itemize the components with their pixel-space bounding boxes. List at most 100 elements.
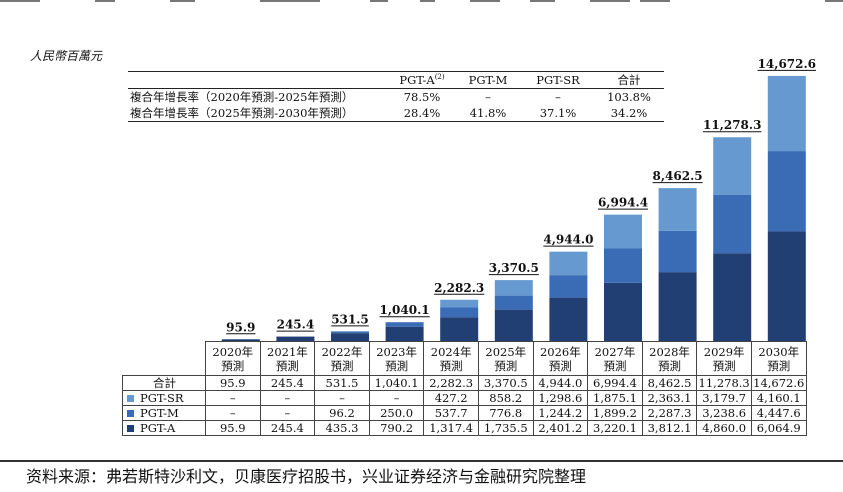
source-note: 资料来源：弗若斯特沙利文，贝康医疗招股书，兴业证券经济与金融研究院整理 [0,460,843,491]
year-header: 2020年 預測 [205,341,261,376]
bar-segment-pgt-sr [549,251,588,276]
table-row: PGT-M – –96.2 250.0 537.7 776.8 1,244.2 1,899.2… [122,405,807,421]
table-cell: 6,064.9 [750,420,807,436]
table-cell: 1,317.4 [423,420,479,436]
top-rule [0,0,843,5]
bar-segment-pgt-sr [440,299,479,308]
total-label: 8,462.5 [653,169,703,183]
table-cell: 2,282.3 [423,375,479,391]
table-cell: 790.2 [368,420,425,436]
cagr-value: 34.2% [610,106,648,120]
row-label-text: 合計 [153,376,176,390]
table-cell: – [368,390,425,406]
total-label: 95.9 [226,320,255,334]
cagr-value: 78.5% [403,90,441,104]
year-header-line: 2020年 [212,344,254,359]
year-header-line: 預測 [385,358,409,373]
year-header-line: 預測 [221,358,245,373]
table-cell: – [259,405,316,421]
year-header-line: 預測 [767,358,791,373]
table-cell: 3,238.6 [696,405,752,421]
row-label-text: PGT-SR [140,391,184,405]
footnote-mark: (2) [434,73,445,82]
legend-swatch [127,410,134,417]
cagr-value: 37.1% [539,106,577,120]
year-header-line: 預測 [712,358,736,373]
legend-swatch [127,395,134,402]
table-cell: 1,899.2 [587,405,643,421]
year-header-line: 2029年 [703,344,745,359]
year-header: 2023年 預測 [368,341,425,376]
table-cell: 1,298.6 [532,390,589,406]
table-cell: 4,944.0 [532,375,589,391]
bar-segment-pgt-a [767,231,806,341]
bar-segment-pgt-sr [767,75,806,152]
bar-segment-pgt-m [549,275,588,298]
bar-segment-pgt-a [494,309,533,341]
cagr-value: 103.8% [607,90,651,104]
table-cell: 245.4 [259,375,316,391]
table-cell: 3,179.7 [696,390,752,406]
bar-segment-pgt-m [713,194,752,254]
table-cell: – [314,390,370,406]
table-cell: 531.5 [314,375,370,391]
row-label: PGT-M [122,405,206,421]
total-label: 4,944.0 [543,233,593,247]
cagr-header-total: 合計 [617,73,641,87]
year-header-line: 2030年 [758,344,800,359]
year-header-row: 2020年 預測 2021年 預測 2022年 預測 2023年 預測 2024年 預測 2025年… [122,341,807,376]
year-header-line: 2024年 [430,344,472,359]
table-cell: 245.4 [259,420,316,436]
bar-segment-pgt-sr [494,280,533,296]
stacked-bar-chart: 95.9 245.4 531.5 1,040.1 2,282.3 3,370.5 4,944… [221,57,817,341]
year-header: 2021年 預測 [259,341,316,376]
total-label: 245.4 [277,318,315,332]
table-row: PGT-SR – – – –427.2 858.2 1,298.6 1,875.1 2,363.… [122,390,807,406]
total-label: 6,994.4 [598,196,648,210]
table-cell: – [259,390,316,406]
year-header: 2030年 預測 [750,341,807,376]
year-header-line: 2025年 [485,344,527,359]
bar-segment-pgt-a [440,317,479,341]
blank-cell [122,341,206,376]
table-cell: 1,244.2 [532,405,589,421]
year-header-line: 2026年 [539,344,581,359]
table-cell: 2,363.1 [641,390,698,406]
row-label: 合計 [122,375,206,391]
table-cell: 95.9 [205,375,261,391]
table-cell: 8,462.5 [641,375,698,391]
total-label: 1,040.1 [380,303,430,317]
table-cell: 2,401.2 [532,420,589,436]
total-label: 11,278.3 [703,118,761,132]
row-label-text: PGT-A [140,421,176,435]
table-cell: 2,287.3 [641,405,698,421]
year-header-line: 2028年 [649,344,690,359]
year-header: 2028年 預測 [641,341,698,376]
cagr-header-pgt-m: PGT-M [468,73,508,87]
table-cell: 6,994.4 [587,375,643,391]
table-cell: 4,160.1 [750,390,807,406]
bar-segment-pgt-a [549,297,588,341]
year-header: 2025年 預測 [477,341,534,376]
cagr-header-row: PGT-A(2) PGT-M PGT-SR 合計 [128,71,664,89]
legend-swatch [127,425,134,432]
year-header: 2029年 預測 [696,341,752,376]
cagr-row-label: 複合年增長率（2020年預測-2025年預測） [130,90,354,104]
bar-segment-pgt-m [385,322,424,327]
table-cell: 14,672.6 [750,375,807,391]
year-header-line: 預測 [658,358,682,373]
table-cell: 3,812.1 [641,420,698,436]
cagr-value: 41.8% [469,106,507,120]
table-cell: 858.2 [477,390,534,406]
table-cell: 3,220.1 [587,420,643,436]
table-cell: 95.9 [205,420,261,436]
table-row: PGT-A 95.9 245.4 435.3 790.2 1,317.4 1,735.5 2,… [122,420,807,436]
cagr-row: 複合年增長率（2025年預測-2030年預測） 28.4% 41.8% 37.1… [128,105,664,122]
bar-segment-pgt-a [604,282,642,341]
bar-segment-pgt-a [221,339,260,341]
row-label: PGT-A [122,420,206,436]
bar-segment-pgt-sr [604,214,642,249]
year-header: 2027年 預測 [587,341,643,376]
table-cell: 1,875.1 [587,390,643,406]
data-table: 2020年 預測 2021年 預測 2022年 預測 2023年 預測 2024年 預測 2025年… [122,341,807,436]
